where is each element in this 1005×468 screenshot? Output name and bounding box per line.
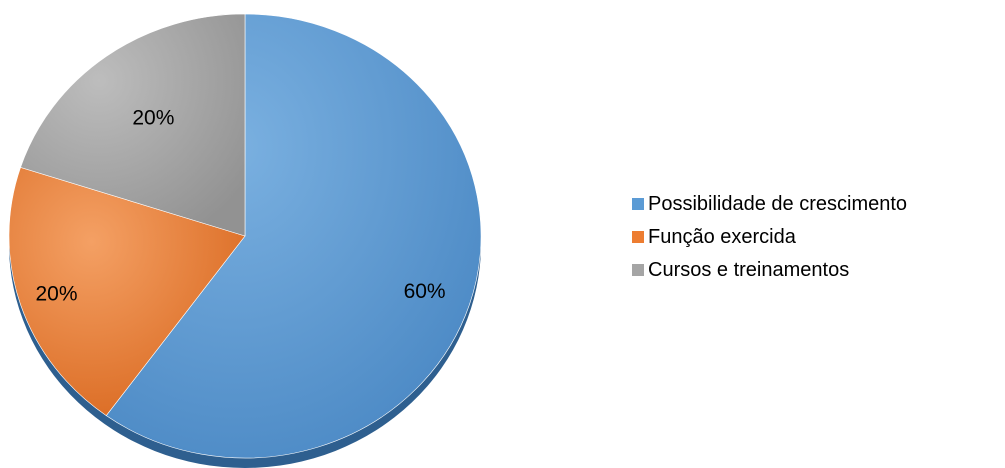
pie-slices — [8, 13, 482, 459]
legend-label-cursos-e-treinamentos: Cursos e treinamentos — [648, 258, 850, 281]
legend-swatch-funcao-exercida — [632, 230, 644, 243]
legend: Possibilidade de crescimento Função exer… — [632, 187, 1002, 286]
legend-item-possibilidade-de-crescimento: Possibilidade de crescimento — [632, 187, 1002, 220]
pie-slice-funcao-exercida — [8, 167, 246, 417]
legend-swatch-cursos-e-treinamentos — [632, 263, 644, 276]
legend-label-possibilidade-de-crescimento: Possibilidade de crescimento — [648, 192, 908, 215]
data-label-funcao-exercida: 20% — [35, 283, 77, 306]
pie-slice-cursos-e-treinamentos — [20, 13, 246, 237]
data-label-possibilidade-de-crescimento: 60% — [404, 280, 446, 303]
legend-swatch-possibilidade-de-crescimento — [632, 197, 644, 210]
data-label-cursos-e-treinamentos: 20% — [132, 107, 174, 130]
pie-data-labels: 60% 20% 20% — [35, 107, 445, 306]
pie-slice-possibilidade-de-crescimento — [105, 13, 482, 459]
legend-item-cursos-e-treinamentos: Cursos e treinamentos — [632, 253, 1002, 286]
legend-label-funcao-exercida: Função exercida — [648, 225, 796, 248]
legend-item-funcao-exercida: Função exercida — [632, 220, 1002, 253]
